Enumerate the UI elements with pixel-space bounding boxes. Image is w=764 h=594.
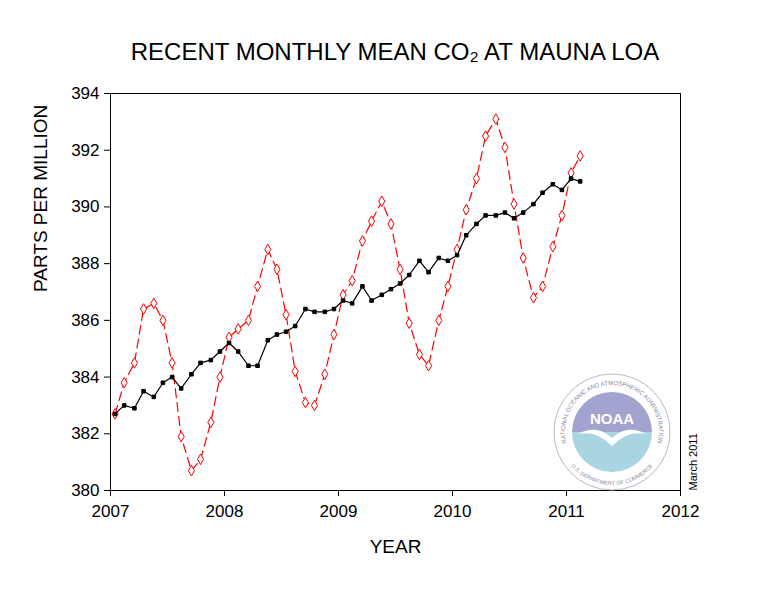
- svg-text:U.S. DEPARTMENT OF COMMERCE: U.S. DEPARTMENT OF COMMERCE: [570, 462, 654, 486]
- svg-text:394: 394: [71, 84, 99, 103]
- svg-text:2007: 2007: [92, 502, 130, 521]
- svg-text:392: 392: [71, 141, 99, 160]
- svg-text:384: 384: [71, 368, 99, 387]
- svg-text:YEAR: YEAR: [370, 536, 422, 557]
- svg-text:386: 386: [71, 311, 99, 330]
- svg-text:NATIONAL OCEANIC AND ATMOSPHER: NATIONAL OCEANIC AND ATMOSPHERIC ADMINIS…: [560, 380, 664, 444]
- svg-text:PARTS PER MILLION: PARTS PER MILLION: [30, 105, 51, 292]
- html-text:RECENT MONTHLY MEAN CO₂ AT MAU: RECENT MONTHLY MEAN CO₂ AT MAUNA LOA: [130, 38, 660, 65]
- svg-text:388: 388: [71, 254, 99, 273]
- svg-text:NOAA: NOAA: [590, 410, 634, 427]
- svg-text:2009: 2009: [320, 502, 358, 521]
- svg-text:2010: 2010: [434, 502, 472, 521]
- svg-text:2011: 2011: [548, 502, 585, 521]
- svg-text:2012: 2012: [662, 502, 700, 521]
- svg-text:382: 382: [71, 424, 99, 443]
- svg-text:2008: 2008: [206, 502, 244, 521]
- svg-text:March 2011: March 2011: [687, 433, 699, 490]
- svg-text:390: 390: [71, 197, 99, 216]
- svg-text:380: 380: [71, 481, 99, 500]
